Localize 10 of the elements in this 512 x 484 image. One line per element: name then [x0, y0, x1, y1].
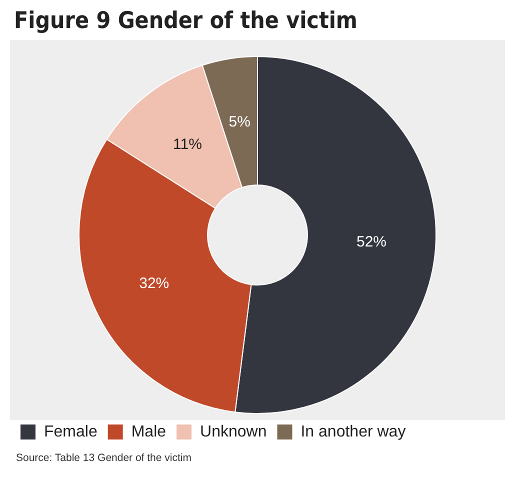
chart-title: Figure 9 Gender of the victim: [14, 8, 358, 34]
legend-label: Female: [44, 423, 98, 440]
data-label: 11%: [173, 136, 202, 153]
legend-label: Male: [131, 423, 166, 440]
data-label: 52%: [356, 233, 387, 250]
data-label: 32%: [139, 274, 170, 292]
legend-label: Unknown: [200, 423, 267, 440]
data-label: 5%: [228, 113, 250, 130]
source-note: Source: Table 13 Gender of the victim: [16, 452, 192, 464]
legend-label: In another way: [300, 423, 406, 440]
